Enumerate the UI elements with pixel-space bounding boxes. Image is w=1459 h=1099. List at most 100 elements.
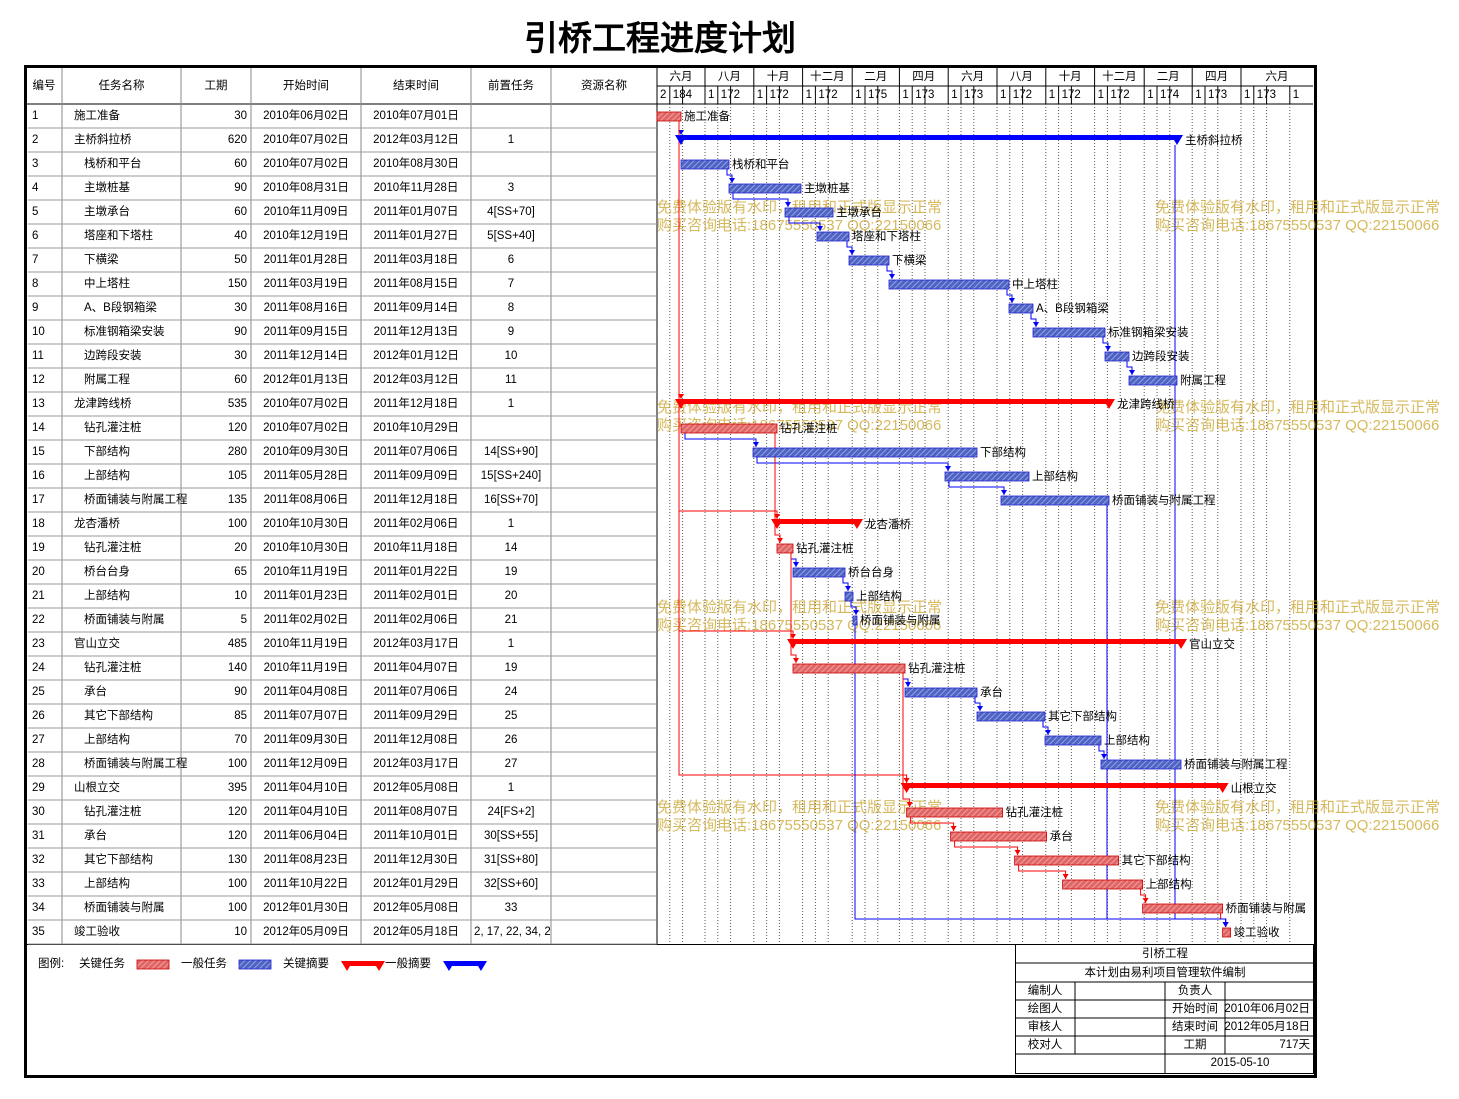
- column-header: 工期: [205, 79, 228, 92]
- task-predecessor: 6: [508, 254, 514, 266]
- task-end: 2010年10月29日: [373, 420, 459, 434]
- summary-end: [1171, 135, 1183, 145]
- task-bar: [816, 231, 850, 242]
- task-name: 下横梁: [84, 252, 119, 266]
- task-id: 29: [32, 782, 45, 794]
- task-id: 35: [32, 926, 45, 938]
- task-end: 2011年12月13日: [374, 324, 459, 338]
- task-start: 2011年12月14日: [264, 348, 349, 362]
- task-end: 2012年03月12日: [373, 372, 459, 386]
- day-label: 17: [868, 89, 881, 101]
- task-id: 7: [32, 254, 38, 266]
- task-start: 2010年06月02日: [263, 108, 349, 122]
- arrow-head: [1062, 874, 1069, 879]
- chart-title: 引桥工程进度计划: [524, 20, 796, 58]
- task-name: 官山立交: [74, 636, 120, 650]
- task-predecessor: 4[SS+70]: [487, 206, 535, 218]
- day-label: 17: [1013, 89, 1026, 101]
- arrow-head: [845, 586, 851, 591]
- day-label: 1: [951, 89, 957, 101]
- month-label: 二月: [864, 71, 887, 83]
- task-id: 26: [32, 710, 45, 722]
- task-duration: 65: [234, 566, 247, 578]
- task-predecessor: 8: [508, 302, 514, 314]
- task-id: 20: [32, 566, 45, 578]
- signoff-label: 审核人: [1028, 1019, 1063, 1033]
- task-duration: 100: [228, 758, 247, 770]
- task-predecessor: 19: [505, 662, 518, 674]
- task-bar: [784, 207, 834, 218]
- task-id: 4: [32, 182, 39, 194]
- task-start: 2011年09月30日: [264, 732, 349, 746]
- column-header: 前置任务: [488, 78, 534, 92]
- day-label: 2: [782, 89, 788, 101]
- task-predecessor: 1: [508, 518, 514, 530]
- bar-label: 官山立交: [1189, 637, 1235, 651]
- task-predecessor: 1: [508, 782, 514, 794]
- task-predecessor: 19: [505, 566, 518, 578]
- task-id: 32: [32, 854, 45, 866]
- day-label: 5: [881, 89, 887, 101]
- task-predecessor: 25: [505, 710, 518, 722]
- day-label: 17: [721, 89, 734, 101]
- legend-swatch: [347, 961, 379, 966]
- summary-bar: [777, 519, 857, 524]
- task-start: 2011年04月08日: [264, 684, 349, 698]
- task-end: 2011年10月01日: [374, 828, 459, 842]
- day-label: 17: [1208, 89, 1221, 101]
- arrow-head: [793, 658, 799, 663]
- info-label: 结束时间: [1172, 1020, 1218, 1033]
- task-bar: [792, 567, 846, 578]
- task-name: 标准钢箱梁安装: [84, 324, 165, 338]
- bar-label: 上部结构: [1032, 469, 1078, 483]
- summary-end: [373, 961, 385, 971]
- task-name: 上部结构: [84, 468, 130, 482]
- summary-end: [851, 519, 863, 529]
- task-end: 2012年05月18日: [373, 924, 459, 938]
- day-label: 1: [855, 89, 861, 101]
- month-label: 四月: [912, 71, 935, 83]
- column-header: 任务名称: [99, 78, 145, 92]
- summary-end: [1103, 399, 1115, 409]
- task-duration: 140: [228, 662, 247, 674]
- month-label: 八月: [718, 71, 741, 83]
- arrow-head: [977, 706, 983, 711]
- outer-border: [24, 65, 1317, 1078]
- task-duration: 60: [234, 158, 247, 170]
- column-header: 编号: [33, 78, 56, 92]
- task-predecessor: 15[SS+240]: [481, 470, 541, 482]
- task-name: 桥面铺装与附属: [84, 900, 165, 914]
- arrow-head: [1129, 370, 1135, 375]
- task-start: 2011年10月22日: [264, 876, 349, 890]
- task-id: 21: [32, 590, 45, 602]
- task-duration: 620: [228, 134, 247, 146]
- task-name: 塔座和下塔柱: [84, 228, 153, 242]
- task-duration: 10: [234, 926, 247, 938]
- task-id: 14: [32, 422, 45, 434]
- task-start: 2010年11月19日: [264, 564, 349, 578]
- task-id: 18: [32, 518, 45, 530]
- task-id: 27: [32, 734, 45, 746]
- task-end: 2012年01月12日: [373, 348, 459, 362]
- task-predecessor: 30[SS+55]: [484, 830, 538, 842]
- task-duration: 30: [234, 302, 247, 314]
- task-end: 2011年04月07日: [374, 660, 459, 674]
- task-name: 钻孔灌注桩: [84, 540, 142, 554]
- task-bar: [680, 423, 778, 434]
- task-id: 2: [32, 134, 38, 146]
- task-predecessor: 26: [505, 734, 518, 746]
- task-duration: 535: [228, 398, 247, 410]
- task-bar: [776, 543, 794, 554]
- month-label: 八月: [1010, 71, 1033, 83]
- bar-label: 桥面铺装与附属工程: [1112, 493, 1216, 507]
- month-label: 十二月: [1102, 69, 1137, 83]
- task-start: 2011年02月02日: [264, 612, 349, 626]
- task-bar: [1128, 375, 1178, 386]
- watermark: 免费体验版有水印，租用和正式版显示正常: [1155, 799, 1440, 816]
- task-duration: 280: [228, 446, 247, 458]
- task-name: 主墩桩基: [84, 180, 130, 194]
- task-name: 桥面铺装与附属工程: [84, 756, 188, 770]
- bar-label: 附属工程: [1180, 373, 1226, 387]
- task-id: 23: [32, 638, 45, 650]
